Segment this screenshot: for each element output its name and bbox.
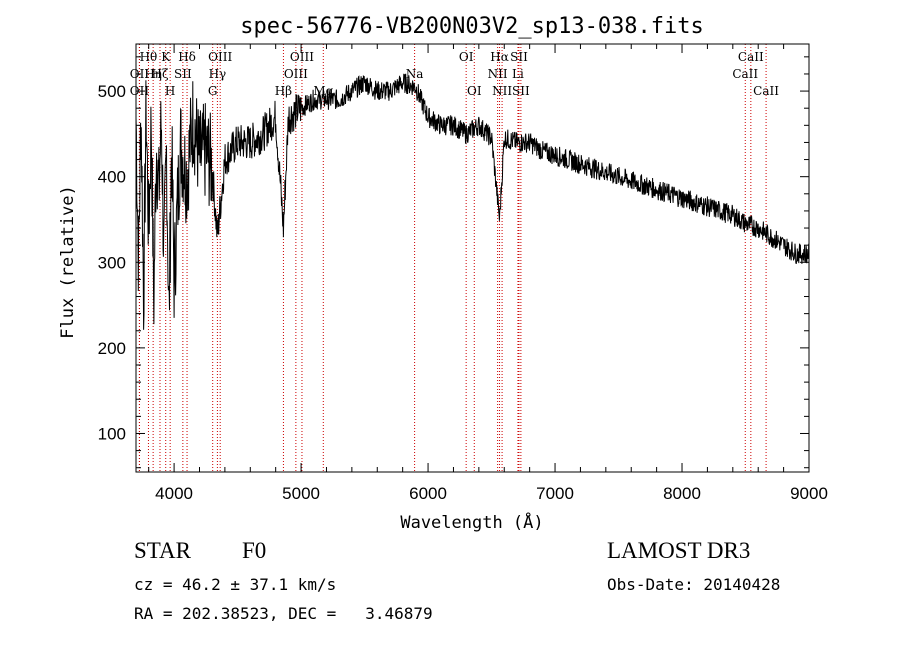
y-tick-label: 200 (98, 339, 126, 358)
chart-title: spec-56776-VB200N03V2_sp13-038.fits (240, 14, 704, 39)
spectrum-line (135, 73, 810, 330)
line-label: OI (459, 50, 474, 64)
line-label: K (161, 50, 171, 64)
y-axis-label: Flux (relative) (58, 185, 78, 339)
x-tick-label: 4000 (155, 484, 193, 503)
object-class: STAR (134, 538, 191, 563)
x-tick-label: 6000 (409, 484, 447, 503)
line-label: SII (512, 84, 530, 98)
line-label: Hθ (140, 50, 158, 64)
line-label: G (208, 84, 218, 98)
line-label: OII (130, 84, 150, 98)
y-tick-label: 100 (98, 424, 126, 443)
line-label: Li (512, 67, 524, 81)
line-label: SII (510, 50, 528, 64)
line-label: Hη (144, 67, 162, 81)
x-tick-label: 5000 (282, 484, 320, 503)
line-label: NII (488, 67, 508, 81)
line-label: CaII (738, 50, 764, 64)
x-tick-label: 8000 (663, 484, 701, 503)
axis-ticks: 4000 5000 6000 7000 8000 9000 100 200 300 400 500 (98, 44, 828, 503)
y-tick-label: 300 (98, 253, 126, 272)
line-label: OI (467, 84, 482, 98)
line-label: CaII (732, 67, 758, 81)
line-label: OIII (284, 67, 308, 81)
object-subclass: F0 (242, 538, 267, 563)
line-label: Mg (313, 84, 333, 98)
line-markers (138, 44, 767, 472)
survey-name: LAMOST DR3 (607, 538, 751, 563)
y-tick-label: 500 (98, 82, 126, 101)
redshift-velocity: cz = 46.2 ± 37.1 km/s (134, 575, 337, 594)
line-label: NII (492, 84, 512, 98)
line-label: OII (130, 67, 150, 81)
line-label: SII (174, 67, 192, 81)
line-label: Hβ (275, 84, 292, 98)
coordinates: RA = 202.38523, DEC = 3.46879 (134, 604, 433, 623)
line-label: CaII (753, 84, 779, 98)
line-label: Hα (490, 50, 509, 64)
x-tick-label: 7000 (536, 484, 574, 503)
observation-date: Obs-Date: 20140428 (607, 575, 781, 594)
plot-frame (135, 43, 810, 473)
x-tick-label: 9000 (790, 484, 828, 503)
line-label: Hδ (178, 50, 196, 64)
line-label: OIII (208, 50, 232, 64)
y-tick-label: 400 (98, 168, 126, 187)
line-label: Hγ (209, 67, 227, 81)
line-label: Na (406, 67, 424, 81)
line-label: OIII (290, 50, 314, 64)
x-axis-label: Wavelength (Å) (400, 511, 543, 533)
line-label: Hζ (152, 67, 169, 81)
line-label: H (165, 84, 175, 98)
